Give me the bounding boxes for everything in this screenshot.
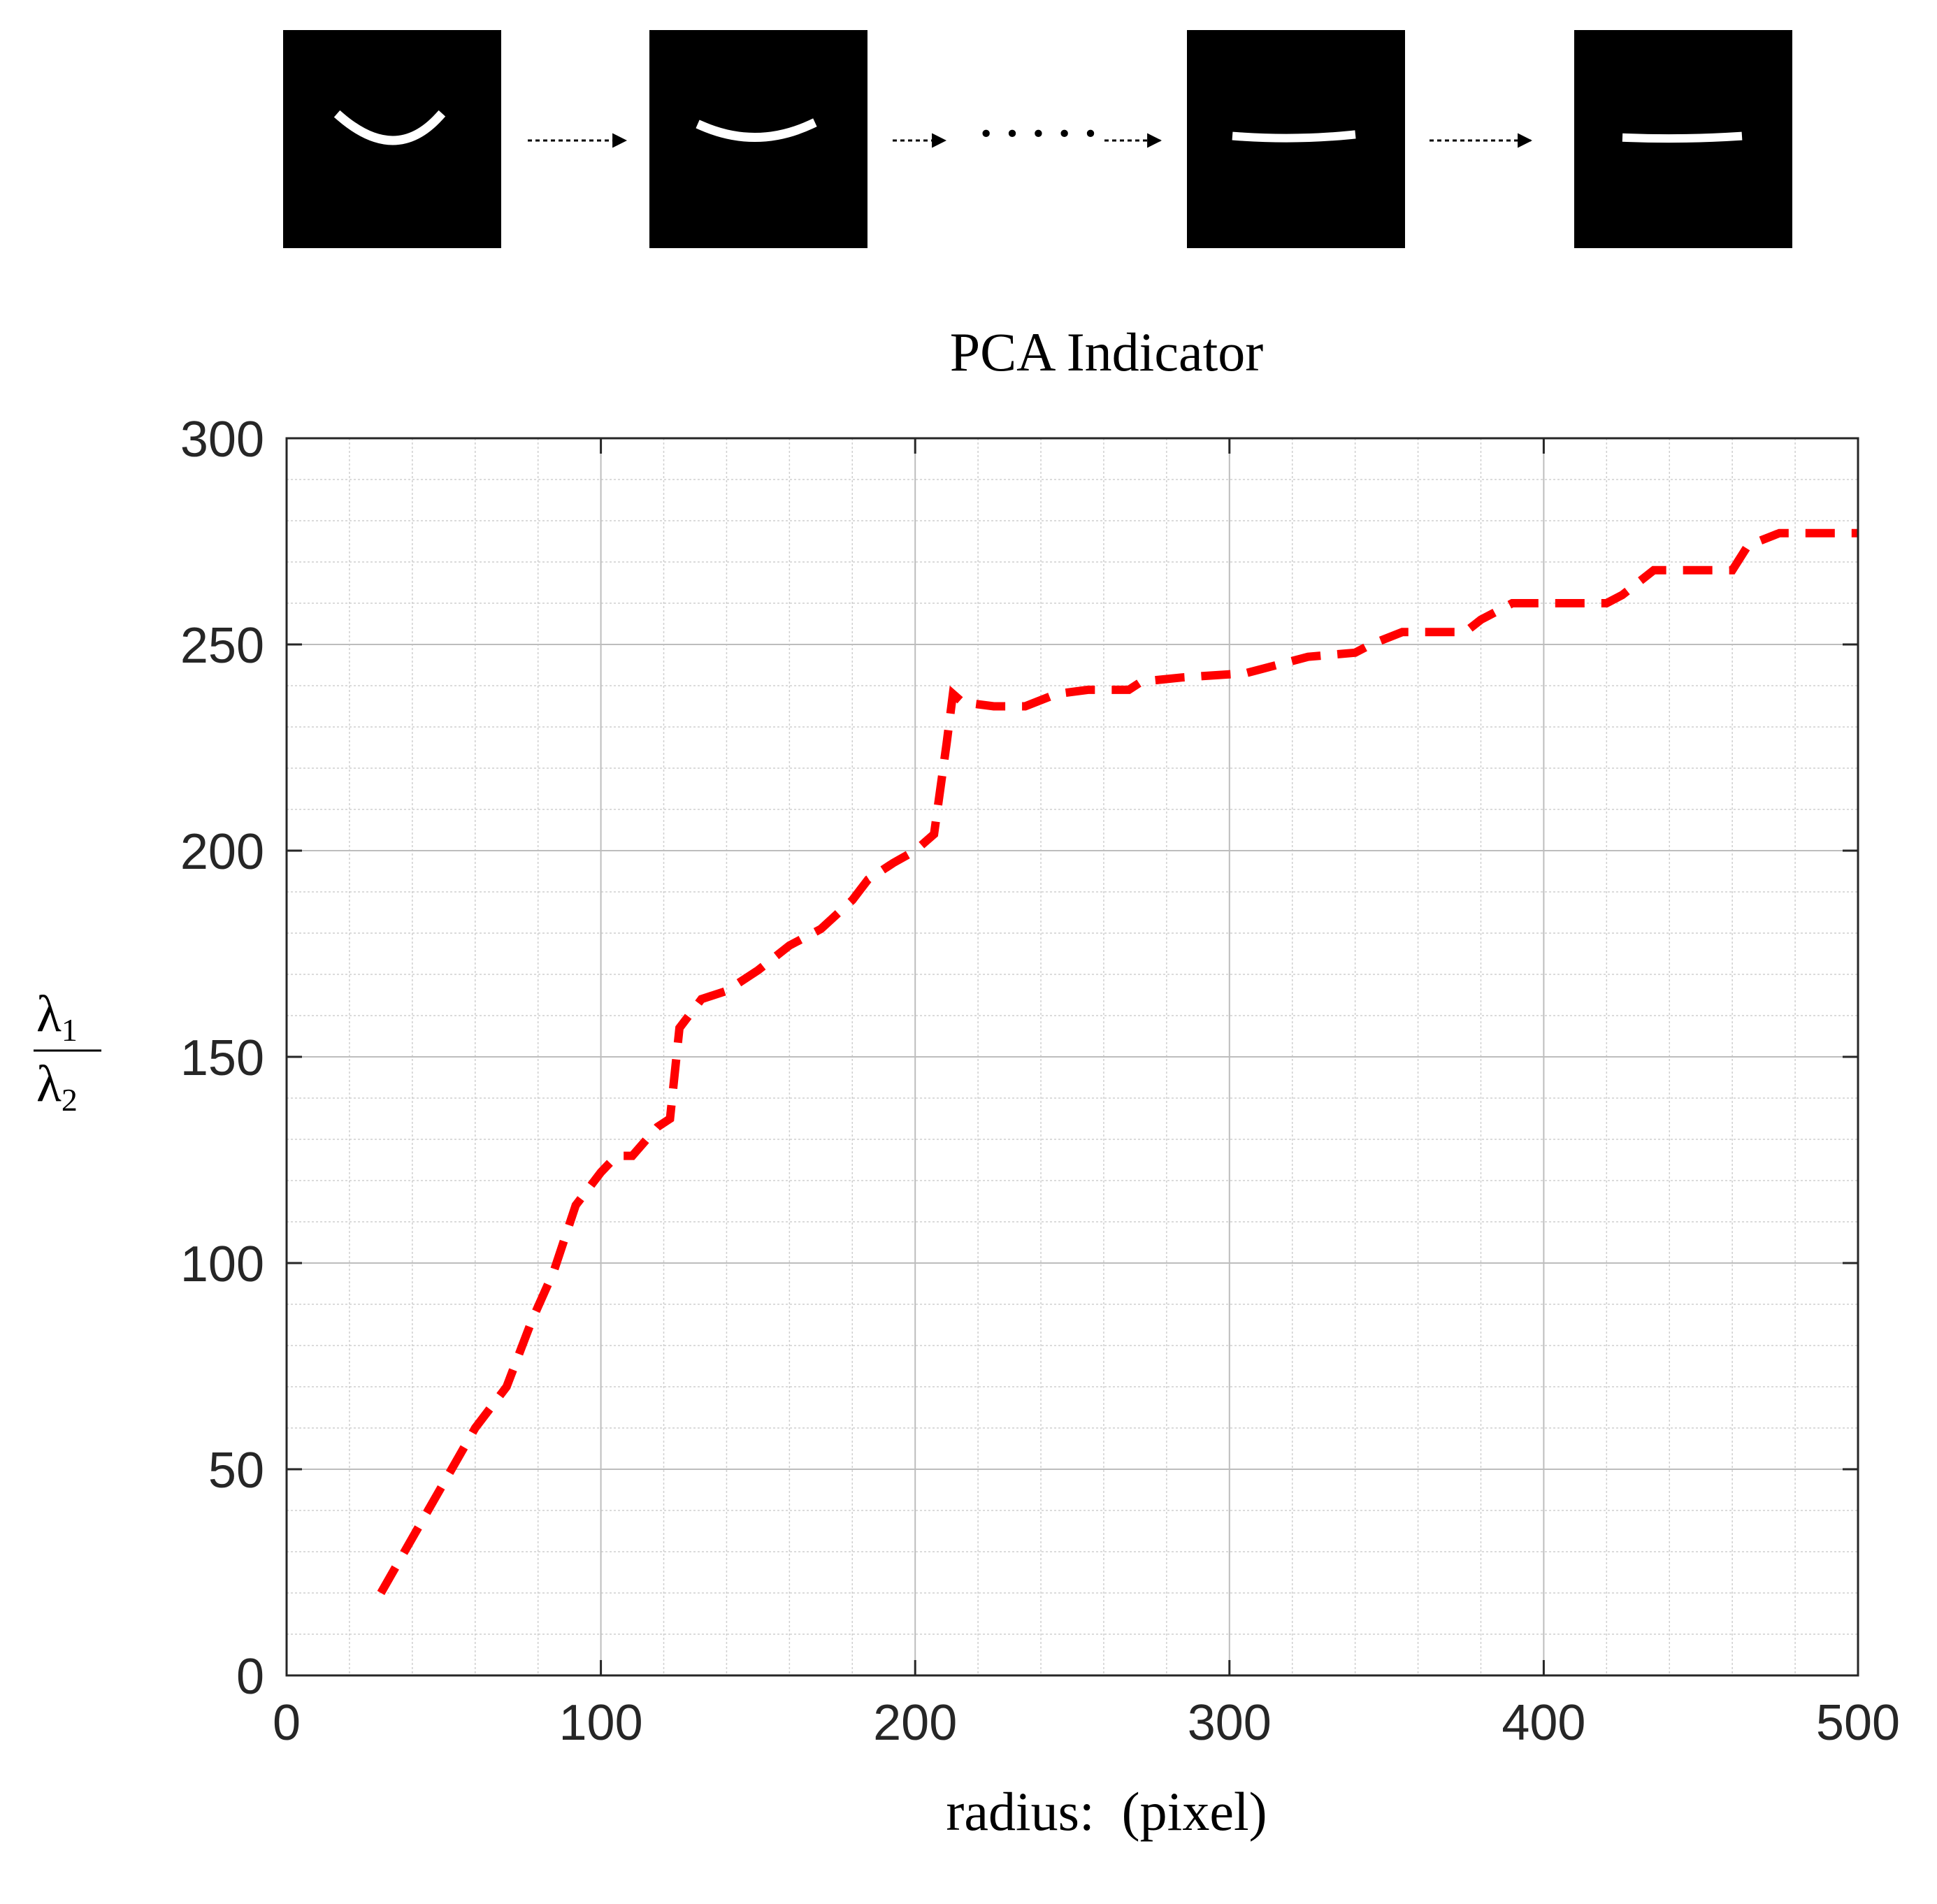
sequence-thumbnail-1 <box>283 30 501 248</box>
y-label-numerator: λ1 <box>36 986 78 1048</box>
sequence-ellipsis: · · · · · <box>979 108 1098 158</box>
tick-marks <box>285 437 1859 1677</box>
y-tick-label: 100 <box>180 1236 264 1292</box>
x-axis-label: radius: (pixel) <box>946 1781 1267 1842</box>
x-tick-label: 200 <box>873 1695 957 1751</box>
sequence-thumbnail-4 <box>1574 30 1792 248</box>
x-tick-label: 400 <box>1502 1695 1585 1751</box>
chart-title: PCA Indicator <box>950 322 1263 382</box>
y-tick-labels: 0 50 100 150 200 250 300 <box>180 412 264 1705</box>
y-tick-label: 200 <box>180 824 264 880</box>
series-line <box>377 528 1858 1595</box>
image-sequence: · · · · · <box>283 30 1792 248</box>
x-tick-label: 100 <box>559 1695 643 1751</box>
sequence-thumbnail-3 <box>1187 30 1405 248</box>
x-tick-label: 0 <box>273 1695 301 1751</box>
sequence-thumbnail-2 <box>649 30 867 248</box>
x-tick-label: 500 <box>1816 1695 1900 1751</box>
x-tick-labels: 0 100 200 300 400 500 <box>273 1695 1900 1751</box>
x-tick-label: 300 <box>1188 1695 1272 1751</box>
y-tick-label: 150 <box>180 1030 264 1086</box>
y-tick-label: 250 <box>180 618 264 674</box>
y-tick-label: 50 <box>208 1443 264 1499</box>
series-layer <box>377 528 1858 1595</box>
y-label-denominator: λ2 <box>36 1055 78 1118</box>
y-axis-label: λ1 λ2 <box>34 986 101 1118</box>
y-tick-label: 0 <box>236 1649 264 1705</box>
y-tick-label: 300 <box>180 412 264 468</box>
